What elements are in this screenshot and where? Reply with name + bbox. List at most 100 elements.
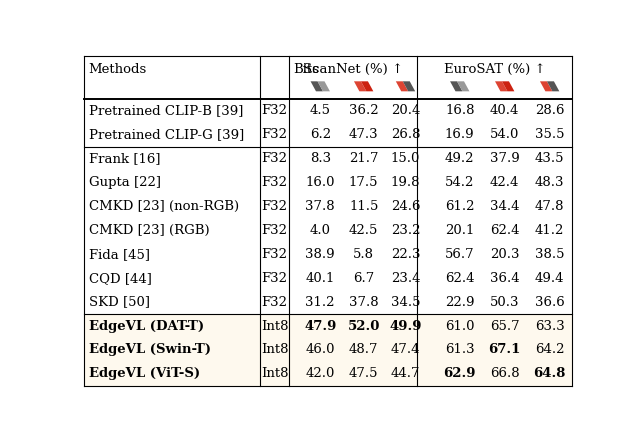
Text: ScanNet (%) ↑: ScanNet (%) ↑: [303, 63, 403, 76]
Text: 49.4: 49.4: [535, 272, 564, 284]
Text: F32: F32: [262, 295, 287, 309]
Text: 24.6: 24.6: [391, 200, 420, 213]
Text: 54.2: 54.2: [445, 176, 474, 189]
Text: 47.8: 47.8: [535, 200, 564, 213]
Text: 65.7: 65.7: [490, 319, 520, 333]
Text: Int8: Int8: [260, 319, 288, 333]
Text: 43.5: 43.5: [535, 152, 564, 165]
Text: 56.7: 56.7: [445, 248, 475, 261]
Text: 11.5: 11.5: [349, 200, 378, 213]
Text: EdgeVL (Swin-T): EdgeVL (Swin-T): [88, 343, 211, 357]
Text: 23.4: 23.4: [391, 272, 420, 284]
Text: 35.5: 35.5: [535, 128, 564, 141]
Polygon shape: [354, 81, 366, 91]
Text: 36.2: 36.2: [349, 104, 378, 117]
Text: EdgeVL (DAT-T): EdgeVL (DAT-T): [88, 319, 204, 333]
Text: 49.9: 49.9: [389, 319, 422, 333]
Text: 47.4: 47.4: [391, 343, 420, 357]
Text: 21.7: 21.7: [349, 152, 378, 165]
Text: 17.5: 17.5: [349, 176, 378, 189]
Text: Gupta [22]: Gupta [22]: [88, 176, 161, 189]
Text: 64.2: 64.2: [535, 343, 564, 357]
Polygon shape: [495, 81, 508, 91]
Bar: [84, 338, 572, 362]
Text: 16.0: 16.0: [305, 176, 335, 189]
Polygon shape: [540, 81, 552, 91]
Text: F32: F32: [262, 128, 287, 141]
Text: 50.3: 50.3: [490, 295, 520, 309]
Polygon shape: [547, 81, 559, 91]
Polygon shape: [317, 81, 330, 91]
Text: 42.5: 42.5: [349, 224, 378, 237]
Text: 41.2: 41.2: [535, 224, 564, 237]
Text: Bits: Bits: [293, 63, 319, 76]
Text: Int8: Int8: [260, 343, 288, 357]
Text: 37.8: 37.8: [305, 200, 335, 213]
Text: 54.0: 54.0: [490, 128, 520, 141]
Text: F32: F32: [262, 224, 287, 237]
Bar: [84, 362, 572, 386]
Text: Int8: Int8: [260, 368, 288, 380]
Text: 16.8: 16.8: [445, 104, 474, 117]
Text: Pretrained CLIP-B [39]: Pretrained CLIP-B [39]: [88, 104, 243, 117]
Text: F32: F32: [262, 200, 287, 213]
Text: 52.0: 52.0: [348, 319, 380, 333]
Text: 47.9: 47.9: [304, 319, 337, 333]
Polygon shape: [502, 81, 515, 91]
Text: 42.4: 42.4: [490, 176, 520, 189]
Text: Frank [16]: Frank [16]: [88, 152, 160, 165]
Text: 4.5: 4.5: [310, 104, 331, 117]
Text: 40.4: 40.4: [490, 104, 520, 117]
Text: 6.7: 6.7: [353, 272, 374, 284]
Text: 64.8: 64.8: [534, 368, 566, 380]
Text: 20.3: 20.3: [490, 248, 520, 261]
Text: 49.2: 49.2: [445, 152, 474, 165]
Polygon shape: [403, 81, 415, 91]
Text: 5.8: 5.8: [353, 248, 374, 261]
Polygon shape: [450, 81, 463, 91]
Text: 62.9: 62.9: [444, 368, 476, 380]
Text: 67.1: 67.1: [488, 343, 521, 357]
Text: 34.5: 34.5: [391, 295, 420, 309]
Text: 6.2: 6.2: [310, 128, 331, 141]
Polygon shape: [396, 81, 408, 91]
Text: Fida [45]: Fida [45]: [88, 248, 150, 261]
Text: 20.1: 20.1: [445, 224, 474, 237]
Text: 16.9: 16.9: [445, 128, 475, 141]
Text: Methods: Methods: [88, 63, 147, 76]
Text: F32: F32: [262, 152, 287, 165]
Text: F32: F32: [262, 104, 287, 117]
Text: 31.2: 31.2: [305, 295, 335, 309]
Text: 40.1: 40.1: [305, 272, 335, 284]
Text: F32: F32: [262, 272, 287, 284]
Text: 46.0: 46.0: [305, 343, 335, 357]
Text: 48.7: 48.7: [349, 343, 378, 357]
Text: 28.6: 28.6: [535, 104, 564, 117]
Text: 15.0: 15.0: [391, 152, 420, 165]
Text: CMKD [23] (RGB): CMKD [23] (RGB): [88, 224, 209, 237]
Text: 37.8: 37.8: [349, 295, 378, 309]
Text: 8.3: 8.3: [310, 152, 331, 165]
Text: 26.8: 26.8: [391, 128, 420, 141]
Text: 36.4: 36.4: [490, 272, 520, 284]
Text: 38.9: 38.9: [305, 248, 335, 261]
Text: 20.4: 20.4: [391, 104, 420, 117]
Bar: [84, 314, 572, 338]
Text: 22.9: 22.9: [445, 295, 474, 309]
Text: 36.6: 36.6: [535, 295, 564, 309]
Text: 44.7: 44.7: [391, 368, 420, 380]
Text: EdgeVL (ViT-S): EdgeVL (ViT-S): [88, 368, 200, 380]
Text: 37.9: 37.9: [490, 152, 520, 165]
Text: 66.8: 66.8: [490, 368, 520, 380]
Text: 23.2: 23.2: [391, 224, 420, 237]
Polygon shape: [361, 81, 373, 91]
Text: F32: F32: [262, 248, 287, 261]
Text: F32: F32: [262, 176, 287, 189]
Text: 4.0: 4.0: [310, 224, 331, 237]
Text: 42.0: 42.0: [305, 368, 335, 380]
Text: EuroSAT (%) ↑: EuroSAT (%) ↑: [444, 63, 545, 76]
Text: 34.4: 34.4: [490, 200, 520, 213]
Text: 47.3: 47.3: [349, 128, 378, 141]
Text: 63.3: 63.3: [535, 319, 564, 333]
Text: 61.2: 61.2: [445, 200, 474, 213]
